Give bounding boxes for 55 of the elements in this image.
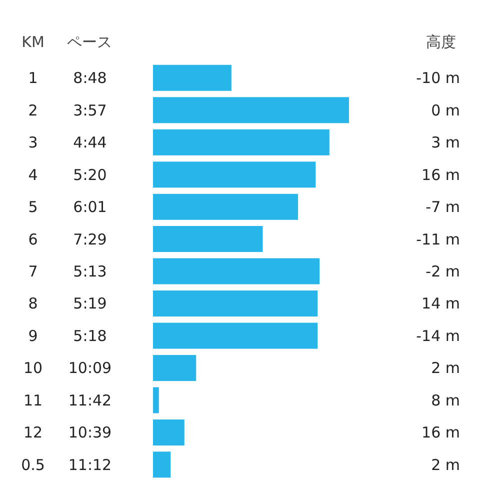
- bar: [153, 387, 159, 414]
- text: 6:01: [73, 198, 107, 216]
- y2-tick-label: 16 m: [422, 166, 460, 184]
- text: 11:42: [68, 391, 112, 410]
- y-tick-label: 12: [23, 424, 43, 442]
- bar: [153, 129, 330, 156]
- text: 4:44: [73, 134, 107, 152]
- y-tick-label: 1: [28, 69, 38, 88]
- text: 10:39: [68, 424, 112, 442]
- text: 11:12: [68, 456, 112, 474]
- text: 7:29: [73, 230, 107, 248]
- text: 5:20: [73, 166, 107, 184]
- y2-tick-label: -11 m: [416, 230, 460, 248]
- y2-tick-label: 16 m: [422, 424, 460, 442]
- y2-tick-label: 2 m: [431, 359, 460, 378]
- text: 5:18: [73, 326, 107, 345]
- text: 5:19: [73, 294, 107, 313]
- y-tick-label: 8: [28, 294, 38, 313]
- bar: [153, 226, 263, 252]
- bar: [153, 354, 196, 381]
- text: 10:09: [68, 359, 112, 378]
- y2-tick-label: 2 m: [431, 456, 460, 474]
- y2-tick-label: 14 m: [422, 294, 460, 313]
- y2-tick-label: -7 m: [426, 198, 460, 216]
- bar: [153, 64, 232, 91]
- y-axis-title: KM: [22, 33, 44, 51]
- y2-tick-label: -2 m: [426, 262, 460, 280]
- y2-tick-label: 0 m: [431, 101, 460, 120]
- bar: [153, 322, 318, 349]
- y2-tick-label: -14 m: [416, 326, 460, 345]
- bar: [153, 97, 349, 124]
- y2-tick-label: -10 m: [416, 69, 460, 88]
- text: 3:57: [73, 101, 107, 120]
- bar: [153, 162, 316, 188]
- bar: [153, 419, 184, 446]
- y-tick-label: 4: [28, 166, 38, 184]
- y-tick-label: 2: [28, 101, 38, 120]
- y-tick-label: 0.5: [21, 456, 45, 474]
- y2-tick-label: 8 m: [431, 391, 460, 410]
- bar: [153, 258, 320, 284]
- text: 8:48: [73, 69, 107, 88]
- y-tick-label: 5: [28, 198, 38, 216]
- bar: [153, 452, 171, 478]
- y-tick-label: 10: [23, 359, 43, 378]
- bar: [153, 194, 298, 220]
- y-tick-label: 7: [28, 262, 38, 280]
- y-tick-label: 3: [28, 134, 38, 152]
- bar: [153, 290, 318, 317]
- x-axis-title: ペース: [67, 33, 112, 51]
- y2-tick-label: 3 m: [431, 134, 460, 152]
- text: 高度: [426, 33, 456, 51]
- text: 5:13: [73, 262, 107, 280]
- y-tick-label: 9: [28, 326, 38, 345]
- y-tick-label: 11: [23, 391, 43, 410]
- y-tick-label: 6: [28, 230, 38, 248]
